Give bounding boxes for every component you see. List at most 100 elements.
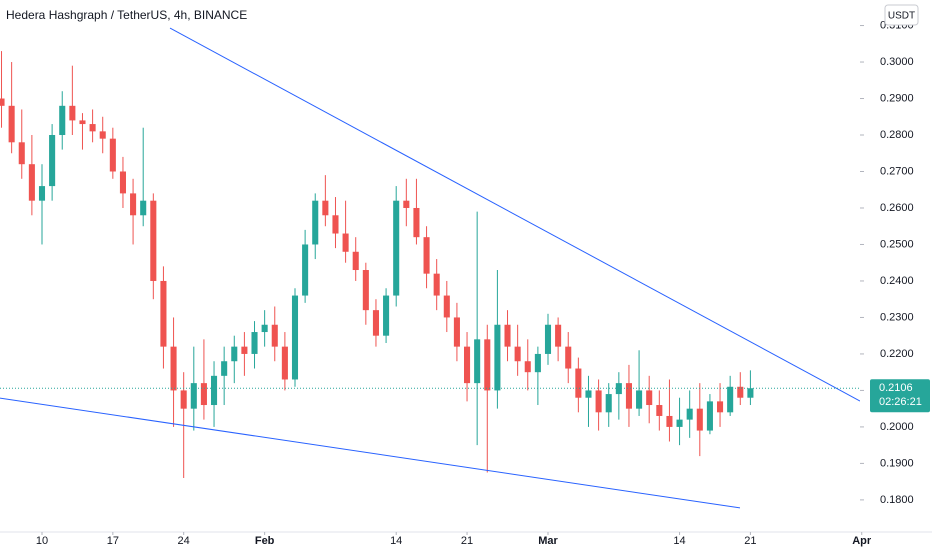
candle-body bbox=[464, 346, 471, 384]
y-tick-label: 0.2800 bbox=[880, 129, 914, 141]
candle-body bbox=[595, 390, 602, 413]
candle-body bbox=[504, 324, 511, 347]
candle-body bbox=[211, 375, 218, 406]
candle-body bbox=[636, 390, 643, 409]
y-tick-label: 0.1900 bbox=[880, 457, 914, 469]
candle-body bbox=[352, 251, 359, 271]
chart-title: Hedera Hashgraph / TetherUS, 4h, BINANCE bbox=[6, 8, 247, 22]
candle-body bbox=[393, 200, 400, 296]
countdown-label: 02:26:21 bbox=[879, 396, 922, 408]
plot-area bbox=[0, 27, 860, 509]
candle-body bbox=[625, 383, 632, 409]
candle-body bbox=[696, 408, 703, 431]
candle-body bbox=[79, 120, 86, 125]
y-tick-label: 0.2700 bbox=[880, 165, 914, 177]
candle-body bbox=[686, 408, 693, 420]
y-tick-label: 0.1800 bbox=[880, 494, 914, 506]
candle-body bbox=[474, 339, 481, 384]
candle-body bbox=[666, 415, 673, 427]
candle-body bbox=[69, 105, 76, 121]
candle-body bbox=[119, 171, 126, 194]
candle-body bbox=[281, 346, 288, 380]
candle-body bbox=[413, 207, 420, 238]
candle-body bbox=[231, 346, 238, 362]
candle-body bbox=[676, 419, 683, 427]
candle-body bbox=[130, 193, 137, 216]
x-tick-label: 24 bbox=[178, 535, 190, 547]
candle-body bbox=[342, 233, 349, 252]
candle-body bbox=[150, 200, 157, 281]
candle-body bbox=[332, 215, 339, 234]
candle-body bbox=[717, 401, 724, 413]
candle-body bbox=[99, 131, 106, 139]
candle-body bbox=[0, 98, 5, 106]
candle-body bbox=[423, 237, 430, 274]
candle-body bbox=[251, 332, 258, 354]
candle-body bbox=[484, 339, 491, 391]
candle-body bbox=[443, 295, 450, 318]
y-tick-label: 0.3000 bbox=[880, 56, 914, 68]
candle-body bbox=[575, 368, 582, 398]
candle-body bbox=[565, 346, 572, 369]
trendline bbox=[0, 397, 741, 509]
candle-body bbox=[261, 324, 268, 333]
candle-body bbox=[89, 124, 96, 132]
candle-body bbox=[271, 324, 278, 347]
trendline bbox=[169, 27, 860, 402]
candle-body bbox=[221, 361, 228, 376]
candle-body bbox=[49, 135, 56, 187]
candle-body bbox=[656, 405, 663, 416]
x-tick-label: 21 bbox=[744, 535, 756, 547]
y-tick-label: 0.2600 bbox=[880, 202, 914, 214]
candle-body bbox=[433, 273, 440, 296]
candle-body bbox=[140, 200, 147, 216]
candle-body bbox=[180, 390, 187, 409]
candle-body bbox=[737, 386, 744, 398]
candle-body bbox=[453, 317, 460, 347]
candle-body bbox=[383, 295, 390, 336]
x-tick-label: Mar bbox=[538, 535, 558, 547]
candle-body bbox=[534, 353, 541, 373]
y-tick-label: 0.2500 bbox=[880, 238, 914, 250]
candle-body bbox=[18, 142, 25, 165]
candle-body bbox=[555, 324, 562, 347]
x-tick-label: 14 bbox=[390, 535, 402, 547]
x-tick-label: 14 bbox=[673, 535, 685, 547]
candle-body bbox=[524, 361, 531, 373]
candle-body bbox=[494, 324, 501, 391]
candle-body bbox=[727, 386, 734, 413]
candle-body bbox=[403, 200, 410, 208]
candle-body bbox=[585, 390, 592, 398]
candle-body bbox=[241, 346, 248, 354]
candle-body bbox=[372, 310, 379, 336]
x-tick-label: 10 bbox=[36, 535, 48, 547]
y-tick-label: 0.2300 bbox=[880, 311, 914, 323]
x-tick-label: 21 bbox=[461, 535, 473, 547]
y-tick-label: 0.2000 bbox=[880, 421, 914, 433]
y-tick-label: 0.2400 bbox=[880, 275, 914, 287]
candle-body bbox=[160, 280, 167, 347]
candle-body bbox=[291, 295, 299, 380]
x-tick-label: 17 bbox=[107, 535, 119, 547]
last-price-label: 0.2106 bbox=[879, 382, 913, 394]
candle-body bbox=[28, 164, 35, 201]
candle-body bbox=[706, 401, 713, 431]
x-tick-label: Apr bbox=[852, 535, 872, 547]
candle-body bbox=[362, 270, 369, 311]
candle-body bbox=[190, 383, 197, 409]
currency-badge[interactable] bbox=[884, 4, 919, 26]
currency-label: USDT bbox=[888, 11, 915, 22]
y-tick-label: 0.2200 bbox=[880, 348, 914, 360]
candle-body bbox=[544, 324, 552, 354]
candle-body bbox=[605, 394, 612, 413]
candle-body bbox=[59, 105, 66, 136]
candle-body bbox=[109, 138, 116, 172]
candle-body bbox=[747, 388, 754, 398]
candle-body bbox=[302, 244, 309, 296]
candle-body bbox=[646, 390, 653, 406]
price-axis-panel bbox=[860, 0, 932, 550]
candle-body bbox=[170, 346, 177, 391]
x-tick-label: Feb bbox=[255, 535, 275, 547]
candle-body bbox=[38, 186, 46, 201]
